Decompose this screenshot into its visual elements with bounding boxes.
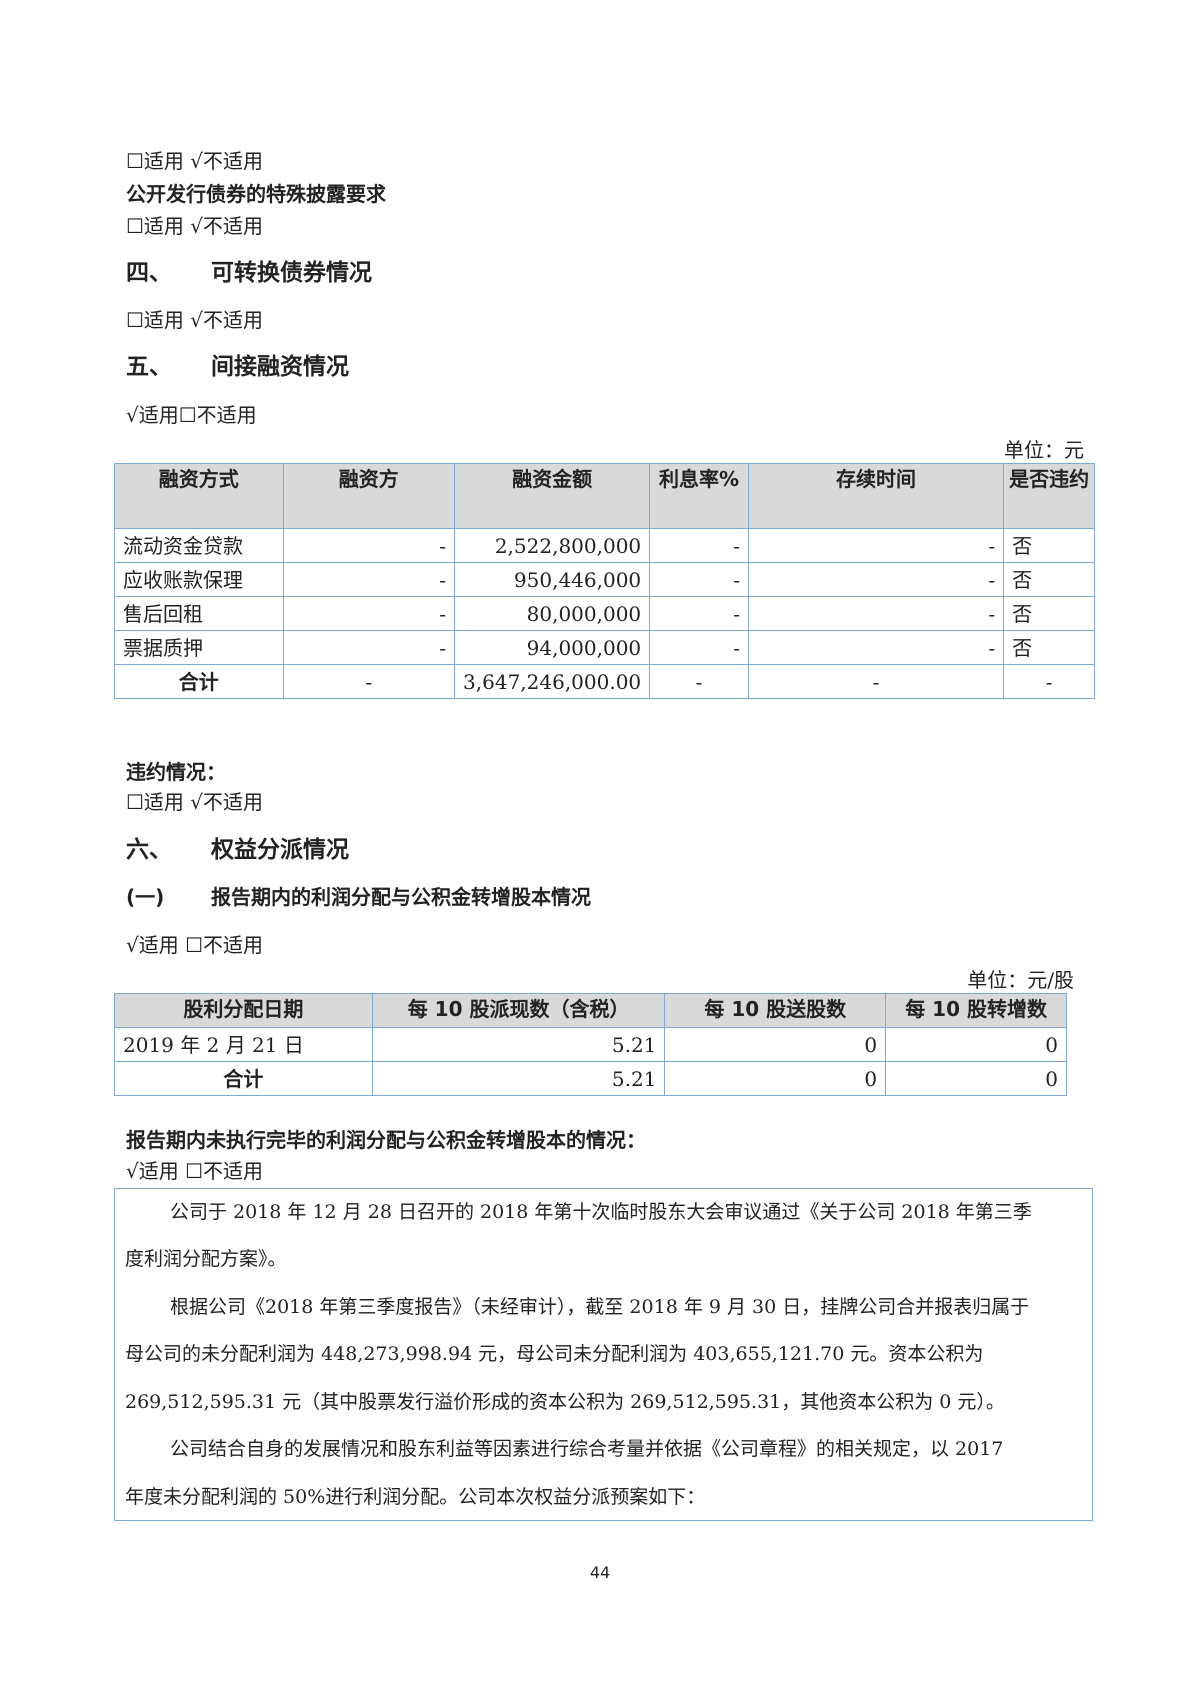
header-cell: 每 10 股派现数（含税） xyxy=(371,993,666,1028)
table-row: 流动资金贷款 -2,522,800,000- - 否 xyxy=(114,528,1095,563)
paragraph-line: 根据公司《2018 年第三季度报告》（未经审计），截至 2018 年 9 月 3… xyxy=(170,1296,1030,1318)
applicability-line: ☐适用 √不适用 xyxy=(126,149,264,173)
cell: 3,647,246,000.00 xyxy=(454,664,651,699)
cell: 流动资金贷款 xyxy=(114,528,284,563)
header-cell: 股利分配日期 xyxy=(114,993,373,1028)
subheading: 公开发行债券的特殊披露要求 xyxy=(126,182,386,206)
cell: - xyxy=(282,562,456,597)
table-header-row: 融资方式 融资方 融资金额 利息率% 存续时间 是否违约 xyxy=(114,463,1095,529)
header-cell: 融资方 xyxy=(282,463,456,529)
section-title: 可转换债券情况 xyxy=(211,260,372,286)
cell: 否 xyxy=(1003,562,1095,597)
unit-label: 单位：元/股 xyxy=(967,968,1074,992)
applicability-line: √适用 ☐不适用 xyxy=(126,933,264,957)
cell: - xyxy=(1003,664,1095,699)
subsection-title: 报告期内的利润分配与公积金转增股本情况 xyxy=(211,885,591,909)
cell: - xyxy=(649,630,749,665)
cell: 售后回租 xyxy=(114,596,284,631)
cell: 0 xyxy=(885,1061,1067,1096)
section-title: 权益分派情况 xyxy=(211,837,349,863)
cell: 票据质押 xyxy=(114,630,284,665)
cell: 否 xyxy=(1003,630,1095,665)
table-row: 应收账款保理 -950,446,000- - 否 xyxy=(114,562,1095,597)
paragraph-line: 公司结合自身的发展情况和股东利益等因素进行综合考量并依据《公司章程》的相关规定，… xyxy=(170,1438,1004,1460)
cell: 应收账款保理 xyxy=(114,562,284,597)
cell: 5.21 xyxy=(371,1061,666,1096)
dividend-table: 股利分配日期每 10 股派现数（含税）每 10 股送股数每 10 股转增数 20… xyxy=(114,993,1067,1096)
cell: 否 xyxy=(1003,596,1095,631)
applicability-line: ☐适用 √不适用 xyxy=(126,790,264,814)
cell: - xyxy=(747,664,1005,699)
subheading: 违约情况： xyxy=(126,760,226,784)
cell: - xyxy=(649,596,749,631)
header-cell: 每 10 股送股数 xyxy=(664,993,887,1028)
total-row: 合计 -3,647,246,000.00- - - xyxy=(114,664,1095,699)
page-number: 44 xyxy=(589,1563,611,1582)
paragraph-line: 年度未分配利润的 50%进行利润分配。公司本次权益分派预案如下： xyxy=(125,1486,706,1508)
paragraph-line: 269,512,595.31 元（其中股票发行溢价形成的资本公积为 269,51… xyxy=(125,1391,1005,1413)
header-cell: 融资方式 xyxy=(114,463,284,529)
paragraph-line: 公司于 2018 年 12 月 28 日召开的 2018 年第十次临时股东大会审… xyxy=(170,1201,1032,1223)
header-cell: 融资金额 xyxy=(454,463,651,529)
total-row: 合计 5.21 0 0 xyxy=(114,1061,1067,1096)
cell: 950,446,000 xyxy=(454,562,651,597)
header-cell: 利息率% xyxy=(649,463,749,529)
applicability-line: ☐适用 √不适用 xyxy=(126,308,264,332)
cell: - xyxy=(282,630,456,665)
cell: 0 xyxy=(885,1027,1067,1062)
table-row: 2019 年 2 月 21 日 5.21 0 0 xyxy=(114,1027,1067,1062)
header-cell: 存续时间 xyxy=(747,463,1005,529)
cell: 合计 xyxy=(114,664,284,699)
cell: 2,522,800,000 xyxy=(454,528,651,563)
applicability-line: √适用 ☐不适用 xyxy=(126,1159,264,1183)
cell: 0 xyxy=(664,1027,887,1062)
cell: - xyxy=(282,596,456,631)
section-number: 六、 xyxy=(126,837,172,863)
header-cell: 每 10 股转增数 xyxy=(885,993,1067,1028)
unit-label: 单位：元 xyxy=(1004,438,1084,462)
section-number: 五、 xyxy=(126,354,172,380)
applicability-line: √适用☐不适用 xyxy=(126,403,257,427)
cell: 2019 年 2 月 21 日 xyxy=(114,1027,373,1062)
cell: 94,000,000 xyxy=(454,630,651,665)
cell: 0 xyxy=(664,1061,887,1096)
paragraph-line: 度利润分配方案》。 xyxy=(125,1248,287,1270)
table-header-row: 股利分配日期每 10 股派现数（含税）每 10 股送股数每 10 股转增数 xyxy=(114,993,1067,1028)
cell: - xyxy=(649,528,749,563)
cell: - xyxy=(282,664,456,699)
section-title: 间接融资情况 xyxy=(211,354,349,380)
cell: - xyxy=(649,664,749,699)
table-row: 售后回租 -80,000,000- - 否 xyxy=(114,596,1095,631)
cell: 5.21 xyxy=(371,1027,666,1062)
paragraph-line: 母公司的未分配利润为 448,273,998.94 元，母公司未分配利润为 40… xyxy=(125,1343,984,1365)
cell: - xyxy=(747,528,1005,563)
cell: - xyxy=(747,596,1005,631)
table-row: 票据质押 -94,000,000- - 否 xyxy=(114,630,1095,665)
cell: - xyxy=(747,630,1005,665)
header-cell: 是否违约 xyxy=(1003,463,1095,529)
applicability-line: ☐适用 √不适用 xyxy=(126,214,264,238)
section-number: 四、 xyxy=(126,260,172,286)
subsection-number: (一) xyxy=(126,885,165,909)
cell: - xyxy=(649,562,749,597)
cell: 合计 xyxy=(114,1061,373,1096)
cell: - xyxy=(282,528,456,563)
dividend-description-box: 公司于 2018 年 12 月 28 日召开的 2018 年第十次临时股东大会审… xyxy=(114,1188,1093,1521)
cell: 否 xyxy=(1003,528,1095,563)
financing-table: 融资方式 融资方 融资金额 利息率% 存续时间 是否违约 流动资金贷款 -2,52… xyxy=(114,463,1095,699)
subheading: 报告期内未执行完毕的利润分配与公积金转增股本的情况： xyxy=(126,1128,646,1152)
cell: 80,000,000 xyxy=(454,596,651,631)
cell: - xyxy=(747,562,1005,597)
